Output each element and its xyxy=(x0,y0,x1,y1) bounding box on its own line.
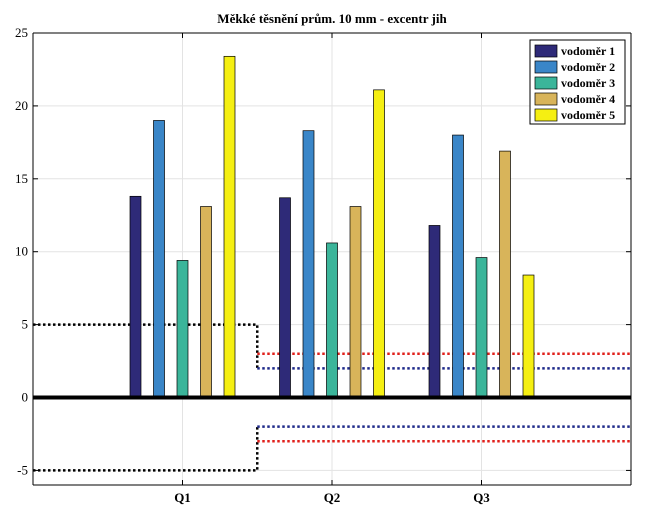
legend-swatch xyxy=(534,108,558,122)
bar xyxy=(176,260,189,398)
bar xyxy=(326,242,338,398)
legend-label: vodoměr 4 xyxy=(561,92,615,106)
reference-lines xyxy=(33,323,631,472)
y-tick-label: 0 xyxy=(22,390,29,405)
y-tick-label: 20 xyxy=(15,98,28,113)
bar xyxy=(153,120,165,398)
bars xyxy=(129,55,535,398)
bar xyxy=(302,130,315,398)
y-tick-label: 15 xyxy=(15,171,28,186)
x-tick-label: Q3 xyxy=(473,490,490,505)
legend: vodoměr 1 vodoměr 2 vodoměr 3 vodoměr 4 vodo… xyxy=(529,39,626,125)
y-tick-label: 5 xyxy=(22,317,29,332)
legend-swatch xyxy=(534,92,558,106)
legend-swatch xyxy=(534,76,558,90)
chart-title: Měkké těsnění prům. 10 mm - excentr jih xyxy=(217,11,447,26)
legend-swatch xyxy=(534,60,558,74)
bar xyxy=(428,225,441,398)
bar xyxy=(499,150,511,398)
bar xyxy=(223,55,236,398)
y-tick-label: 25 xyxy=(15,25,28,40)
x-tick-label: Q2 xyxy=(324,490,341,505)
bar xyxy=(522,274,535,398)
bar xyxy=(373,89,385,398)
bar xyxy=(475,257,488,398)
legend-label: vodoměr 3 xyxy=(561,76,615,90)
reference-line xyxy=(33,323,259,369)
y-tick-label: 10 xyxy=(15,244,28,259)
bar xyxy=(129,195,142,398)
y-tick-label: -5 xyxy=(17,462,28,477)
axes: -5 0 5 10 15 20 25 Q1 Q2 Q3 xyxy=(15,25,632,505)
legend-swatch xyxy=(534,44,558,58)
legend-label: vodoměr 2 xyxy=(561,60,615,74)
reference-line xyxy=(33,426,259,472)
bar xyxy=(200,206,212,398)
bar xyxy=(452,134,464,398)
x-tick-label: Q1 xyxy=(174,490,191,505)
legend-label: vodoměr 1 xyxy=(561,44,615,58)
legend-label: vodoměr 5 xyxy=(561,108,615,122)
bar xyxy=(349,206,362,398)
bar xyxy=(279,197,291,398)
